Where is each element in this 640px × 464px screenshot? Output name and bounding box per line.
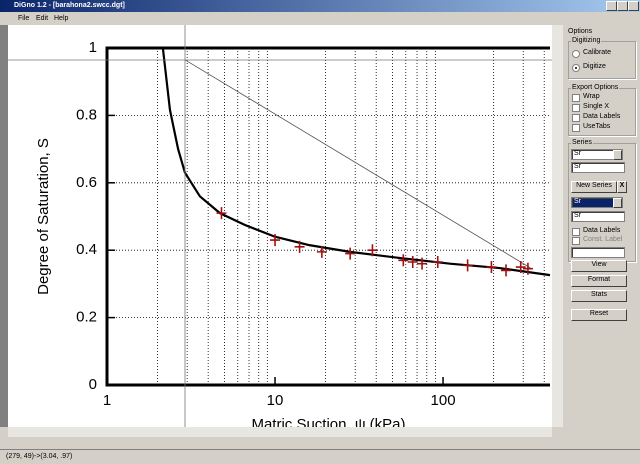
dropdown-arrow[interactable] [613,150,622,160]
series-select[interactable]: Sr [571,197,623,208]
checkbox-label[interactable]: Wrap [583,93,600,100]
checkbox-label[interactable]: Single X [583,103,610,110]
data-point [270,234,281,247]
vertical-scrollbar[interactable] [552,25,563,427]
radio[interactable] [572,50,580,58]
title-bar: DiGno 1.2 - [barahona2.swcc.dgt] [0,0,640,12]
data-point [515,261,526,274]
close-button[interactable] [628,1,639,11]
label-input[interactable] [571,247,625,258]
x-axis-label: Matric Suction, ψ (kPa) [251,416,405,427]
data-point [316,245,327,258]
data-point [432,255,443,268]
series-select[interactable]: Sr [571,149,623,160]
checkbox-label[interactable]: Data Labels [583,113,621,120]
format-button[interactable]: Format [571,275,627,287]
data-point [501,264,512,277]
data-point [407,255,418,268]
menu-item[interactable]: Help [54,15,69,22]
chart: 1 10 100 0 0.2 0.4 0.6 0.8 1 Degree of Saturation… [8,25,552,427]
y-tick-label: 1 [89,39,97,56]
y-tick-label: 0 [89,376,97,393]
data-point [398,254,409,267]
checkbox[interactable] [572,94,580,102]
image-area[interactable] [0,25,552,427]
horizontal-scrollbar[interactable] [8,427,552,437]
reset-button[interactable]: Reset [571,309,627,321]
y-tick-label: 0.4 [76,241,97,258]
fit-curve [161,47,551,277]
status-bar: (279, 49)->(3.04, .97) [0,449,640,464]
checkbox[interactable] [572,237,580,245]
dropdown-arrow[interactable] [613,198,622,208]
data-point [417,257,428,270]
checkbox[interactable] [572,228,580,236]
y-tick-label: 0.6 [76,174,97,191]
digitizing-group [568,41,636,79]
checkbox-label[interactable]: Data Labels [583,227,621,234]
y-tick-label: 0.2 [76,309,97,326]
y-tick-label: 0.8 [76,106,97,123]
panel-title: Options [568,28,593,35]
x-tick-label: 1 [103,392,111,409]
menu-item[interactable]: Edit [36,15,49,22]
status-text: (279, 49)->(3.04, .97) [6,453,73,460]
stats-button[interactable]: Stats [571,290,627,302]
x-tick-label: 10 [267,392,284,409]
y-axis-label: Degree of Saturation, S [35,138,52,295]
group-title: Series [571,139,593,146]
plot-frame [105,46,550,387]
checkbox[interactable] [572,124,580,132]
maximize-button[interactable] [617,1,628,11]
series-input[interactable]: Sr [571,211,625,222]
radio[interactable] [572,64,580,72]
reference-line [184,59,531,269]
data-point [367,244,378,257]
series-input[interactable]: Sr [571,162,625,173]
remove-series-button[interactable]: X [617,181,627,193]
data-point [216,207,227,220]
new-series-button[interactable]: New Series [571,181,617,193]
options-panel: Options Digitizing Calibrate Digitize Ex… [565,27,638,327]
checkbox[interactable] [572,114,580,122]
menu-bar: File Edit Help [0,12,640,24]
minimize-button[interactable] [606,1,617,11]
radio-label[interactable]: Calibrate [583,49,612,56]
group-title: Digitizing [571,37,602,44]
data-point [522,262,533,275]
data-point [345,247,356,260]
data-point [462,259,473,272]
group-title: Export Options [571,84,620,91]
checkbox[interactable] [572,104,580,112]
menu-item[interactable]: File [18,15,30,22]
x-tick-label: 100 [431,392,456,409]
data-point [486,261,497,274]
checkbox-label[interactable]: Const. Label [583,236,623,243]
window-title: DiGno 1.2 - [barahona2.swcc.dgt] [14,2,125,9]
view-button[interactable]: View [571,260,627,272]
radio-label[interactable]: Digitize [583,63,606,70]
data-point [294,240,305,253]
checkbox-label[interactable]: UseTabs [583,123,611,130]
